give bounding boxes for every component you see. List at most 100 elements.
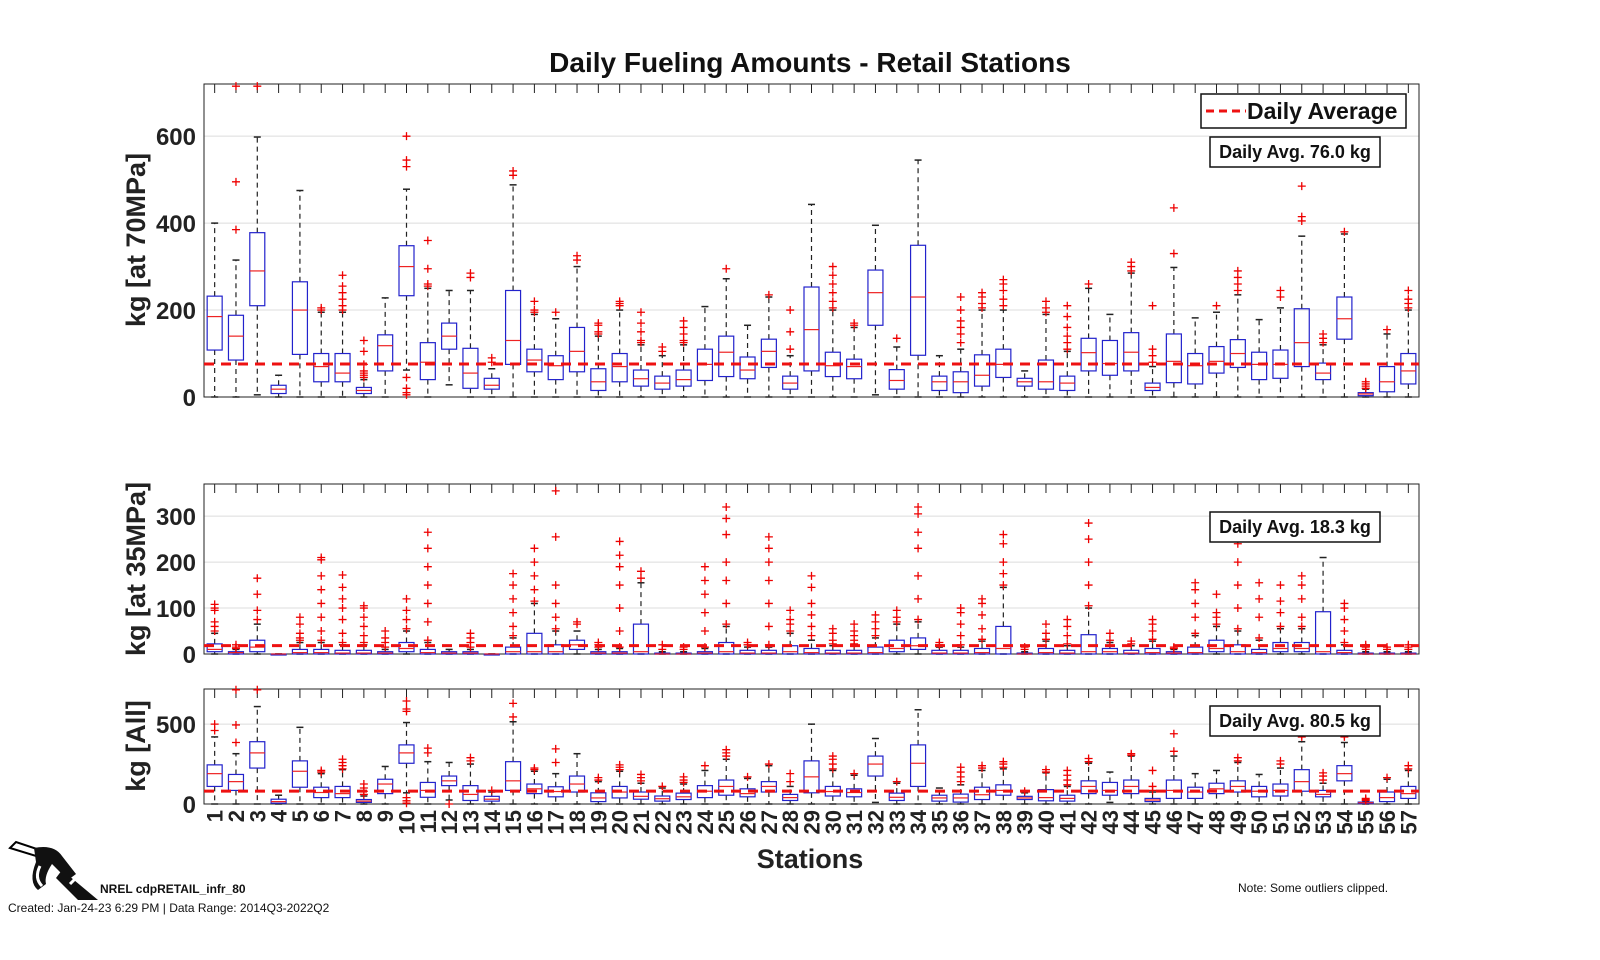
outlier-marker xyxy=(1340,599,1349,608)
outlier-marker xyxy=(892,777,901,786)
box-station-44 xyxy=(1123,258,1140,398)
box-iqr xyxy=(334,352,351,383)
box-station-6 xyxy=(313,303,330,398)
outlier-marker xyxy=(1276,597,1285,606)
x-tick-label: 27 xyxy=(757,810,782,834)
outlier-marker xyxy=(615,627,624,636)
box-station-52 xyxy=(1293,182,1310,398)
outlier-marker xyxy=(509,569,518,578)
outlier-marker xyxy=(338,629,347,638)
outlier-marker xyxy=(1233,266,1242,275)
box-station-57 xyxy=(1400,640,1417,655)
x-tick-label: 55 xyxy=(1354,810,1379,834)
box-station-30 xyxy=(824,624,841,655)
outlier-marker xyxy=(317,627,326,636)
outlier-marker xyxy=(1127,258,1136,267)
outlier-marker xyxy=(786,627,795,636)
outlier-marker xyxy=(509,166,518,175)
outlier-marker xyxy=(807,622,816,631)
box-iqr xyxy=(867,755,884,777)
x-tick-label: 40 xyxy=(1034,810,1059,834)
box-iqr xyxy=(334,649,351,655)
outlier-marker xyxy=(317,571,326,580)
box-station-24 xyxy=(696,305,714,398)
outlier-marker xyxy=(487,353,496,362)
outlier-marker xyxy=(999,539,1008,548)
x-tick-label: 21 xyxy=(629,810,654,834)
outlier-marker xyxy=(1297,182,1306,191)
outlier-marker xyxy=(509,581,518,590)
box-station-53 xyxy=(1314,768,1332,805)
outlier-marker xyxy=(1361,794,1370,803)
outlier-marker xyxy=(807,583,816,592)
x-tick-label: 22 xyxy=(650,810,675,834)
outlier-marker xyxy=(914,502,923,511)
outlier-marker xyxy=(615,551,624,560)
box-station-16 xyxy=(526,544,543,655)
outlier-marker xyxy=(871,610,880,619)
outlier-marker xyxy=(850,620,859,629)
outlier-marker xyxy=(1063,639,1072,648)
x-tick-label: 42 xyxy=(1077,810,1102,834)
box-iqr xyxy=(590,368,607,392)
outlier-marker xyxy=(636,308,645,317)
outlier-marker xyxy=(636,567,645,576)
outlier-marker xyxy=(978,610,987,619)
outlier-marker xyxy=(423,636,432,645)
box-iqr xyxy=(291,760,309,788)
box-station-54 xyxy=(1336,599,1353,655)
box-iqr xyxy=(909,244,927,356)
box-station-20 xyxy=(611,760,628,805)
box-iqr xyxy=(1272,641,1289,653)
box-station-55 xyxy=(1357,794,1374,805)
outlier-marker xyxy=(1127,637,1136,646)
box-iqr xyxy=(973,786,991,801)
daily-average-annotation: Daily Avg. 18.3 kg xyxy=(1219,517,1371,537)
outlier-marker xyxy=(764,760,773,769)
outlier-marker xyxy=(381,633,390,642)
box-station-38 xyxy=(995,530,1012,655)
box-iqr xyxy=(547,644,564,655)
outlier-marker xyxy=(1084,754,1093,763)
box-station-40 xyxy=(1037,620,1055,655)
box-station-28 xyxy=(782,606,799,655)
outlier-marker xyxy=(402,132,411,141)
box-station-23 xyxy=(675,772,692,805)
x-tick-label: 52 xyxy=(1290,810,1315,834)
outlier-marker xyxy=(551,599,560,608)
outlier-marker xyxy=(828,271,837,280)
y-tick-label: 200 xyxy=(156,550,196,577)
outlier-marker xyxy=(850,319,859,328)
box-station-3 xyxy=(249,685,266,805)
outlier-marker xyxy=(466,753,475,762)
outlier-marker xyxy=(594,773,603,782)
outlier-marker xyxy=(317,766,326,775)
box-station-46 xyxy=(1165,729,1182,805)
outlier-marker xyxy=(764,576,773,585)
outlier-marker xyxy=(1297,581,1306,590)
y-axis-label: kg [at 35MPa] xyxy=(121,482,151,656)
outlier-marker xyxy=(551,624,560,633)
outlier-marker xyxy=(956,763,965,772)
box-iqr xyxy=(909,744,927,788)
outlier-marker xyxy=(359,336,368,345)
outlier-marker xyxy=(615,581,624,590)
outlier-marker xyxy=(210,600,219,609)
outlier-marker xyxy=(1297,594,1306,603)
outlier-marker xyxy=(530,558,539,567)
outlier-marker xyxy=(1148,635,1157,644)
outlier-marker xyxy=(999,295,1008,304)
x-tick-label: 8 xyxy=(352,810,377,822)
outlier-marker xyxy=(1319,768,1328,777)
outlier-marker xyxy=(679,772,688,781)
outlier-marker xyxy=(978,594,987,603)
box-station-20 xyxy=(611,537,628,655)
outlier-marker xyxy=(700,562,709,571)
outlier-marker xyxy=(850,627,859,636)
box-iqr xyxy=(1336,296,1353,340)
box-station-49 xyxy=(1229,539,1246,655)
outlier-marker xyxy=(722,599,731,608)
outlier-marker xyxy=(509,631,518,640)
box-station-2 xyxy=(227,685,245,805)
box-iqr xyxy=(1080,337,1097,372)
